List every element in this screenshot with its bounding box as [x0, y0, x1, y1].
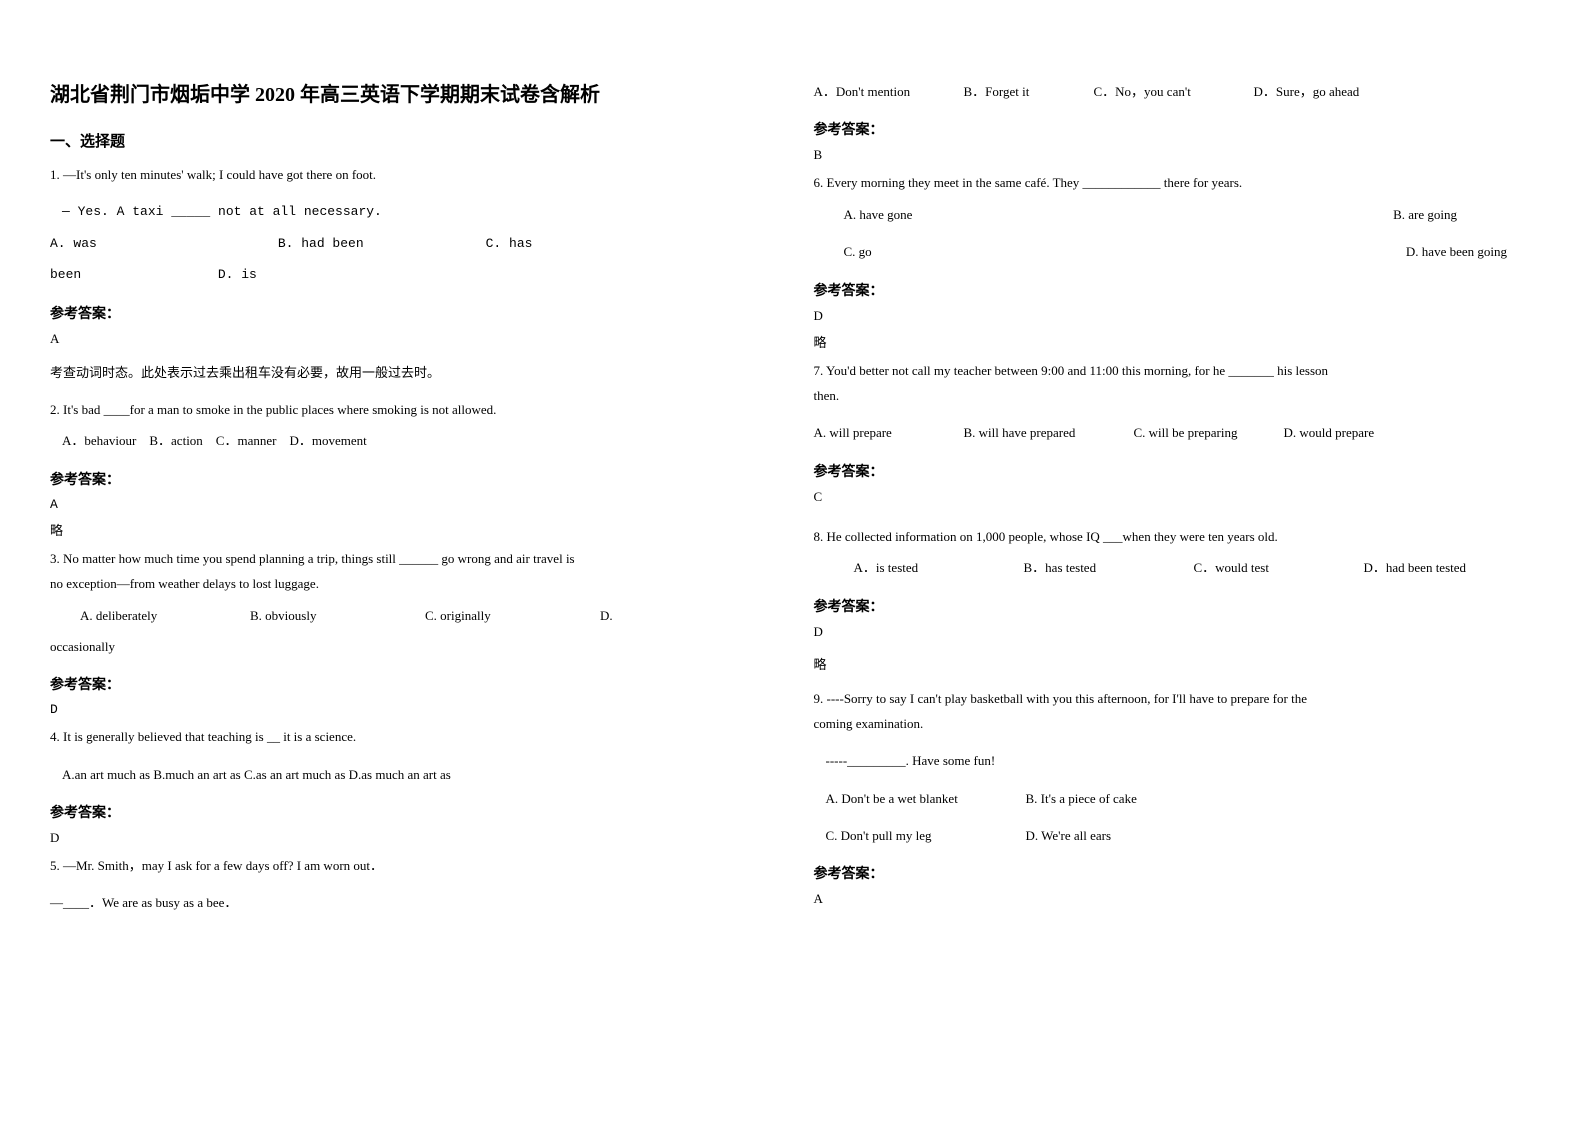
q1-optD: D. is — [218, 263, 257, 286]
q1-optA: A. was — [50, 232, 270, 255]
q2-options: A．behaviour B．action C．manner D．movement — [50, 429, 774, 452]
q4-answer: D — [50, 830, 774, 846]
q5-options: A．Don't mention B．Forget it C．No，you can… — [814, 80, 1538, 103]
q1-answer: A — [50, 331, 774, 347]
q5-line2: —____．We are as busy as a bee． — [50, 891, 774, 914]
q1-optC: C. has — [486, 232, 533, 255]
q4-text: 4. It is generally believed that teachin… — [50, 725, 774, 748]
q7-optA: A. will prepare — [814, 421, 964, 444]
q2-text: 2. It's bad ____for a man to smoke in th… — [50, 398, 774, 421]
q2-answer: A — [50, 497, 774, 512]
q3-line2: no exception—from weather delays to lost… — [50, 572, 774, 595]
q3-options: A. deliberately B. obviously C. original… — [50, 604, 774, 627]
q3-line1: 3. No matter how much time you spend pla… — [50, 547, 774, 570]
q7-line1: 7. You'd better not call my teacher betw… — [814, 359, 1538, 382]
q5-answer: B — [814, 147, 1538, 163]
q3-optD-cont: occasionally — [50, 635, 774, 658]
answer-label: 参考答案： — [814, 461, 1538, 481]
q9-line3: -----_________. Have some fun! — [814, 749, 1538, 772]
q9-optD: D. We're all ears — [1026, 824, 1112, 847]
q9-optC: C. Don't pull my leg — [826, 824, 1026, 847]
q9-optA: A. Don't be a wet blanket — [826, 787, 1026, 810]
answer-label: 参考答案： — [814, 596, 1538, 616]
q7-optD: D. would prepare — [1284, 421, 1375, 444]
q6-options-row2: C. go D. have been going — [814, 240, 1538, 263]
q6-options-row1: A. have gone B. are going — [814, 203, 1538, 226]
section-header: 一、选择题 — [50, 130, 774, 151]
q6-optD: D. have been going — [1406, 240, 1537, 263]
q8-optB: B．has tested — [1024, 556, 1194, 579]
q9-optB: B. It's a piece of cake — [1026, 787, 1137, 810]
q2-omitted: 略 — [50, 520, 774, 539]
answer-label: 参考答案： — [814, 863, 1538, 883]
q7-options: A. will prepare B. will have prepared C.… — [814, 421, 1538, 444]
q6-omitted: 略 — [814, 332, 1538, 351]
q8-optA: A．is tested — [854, 556, 1024, 579]
answer-label: 参考答案： — [814, 280, 1538, 300]
q5-optA: A．Don't mention — [814, 80, 964, 103]
left-column: 湖北省荆门市烟垢中学 2020 年高三英语下学期期末试卷含解析 一、选择题 1.… — [50, 80, 774, 1042]
q3-optD: D. — [600, 604, 613, 627]
q5-optC: C．No，you can't — [1094, 80, 1254, 103]
q7-answer: C — [814, 489, 1538, 505]
q5-optB: B．Forget it — [964, 80, 1094, 103]
q8-options: A．is tested B．has tested C．would test D．… — [814, 556, 1538, 579]
q9-line1: 9. ----Sorry to say I can't play basketb… — [814, 687, 1538, 710]
q6-answer: D — [814, 308, 1538, 324]
q9-line2: coming examination. — [814, 712, 1538, 735]
q8-omitted: 略 — [814, 654, 1538, 673]
right-column: A．Don't mention B．Forget it C．No，you can… — [814, 80, 1538, 1042]
q1-line1: 1. —It's only ten minutes' walk; I could… — [50, 163, 774, 186]
q7-line2: then. — [814, 384, 1538, 407]
q5-line1: 5. —Mr. Smith，may I ask for a few days o… — [50, 854, 774, 877]
q1-optB: B. had been — [278, 232, 478, 255]
q5-optD: D．Sure，go ahead — [1254, 80, 1360, 103]
q6-text: 6. Every morning they meet in the same c… — [814, 171, 1538, 194]
q1-line2: — Yes. A taxi _____ not at all necessary… — [50, 200, 774, 223]
q6-optB: B. are going — [1393, 203, 1537, 226]
answer-label: 参考答案： — [814, 119, 1538, 139]
answer-label: 参考答案： — [50, 802, 774, 822]
q3-answer: D — [50, 702, 774, 717]
answer-label: 参考答案： — [50, 469, 774, 489]
q3-optB: B. obviously — [250, 604, 425, 627]
q3-optC: C. originally — [425, 604, 600, 627]
q1-options: A. was B. had been C. has — [50, 232, 774, 255]
q7-optC: C. will be preparing — [1134, 421, 1284, 444]
q8-answer: D — [814, 624, 1538, 640]
q6-optC: C. go — [814, 240, 872, 263]
q8-text: 8. He collected information on 1,000 peo… — [814, 525, 1538, 548]
q6-optA: A. have gone — [814, 203, 913, 226]
answer-label: 参考答案： — [50, 303, 774, 323]
q9-answer: A — [814, 891, 1538, 907]
document-title: 湖北省荆门市烟垢中学 2020 年高三英语下学期期末试卷含解析 — [50, 80, 774, 110]
q1-options-row2: been D. is — [50, 263, 774, 286]
q9-options-row1: A. Don't be a wet blanket B. It's a piec… — [814, 787, 1538, 810]
q8-optD: D．had been tested — [1364, 556, 1467, 579]
q9-options-row2: C. Don't pull my leg D. We're all ears — [814, 824, 1538, 847]
q1-optC-cont: been — [50, 263, 210, 286]
q4-options: A.an art much as B.much an art as C.as a… — [50, 763, 774, 786]
answer-label: 参考答案： — [50, 674, 774, 694]
q7-optB: B. will have prepared — [964, 421, 1134, 444]
q8-optC: C．would test — [1194, 556, 1364, 579]
q3-optA: A. deliberately — [50, 604, 250, 627]
q1-explanation: 考查动词时态。此处表示过去乘出租车没有必要，故用一般过去时。 — [50, 361, 774, 384]
